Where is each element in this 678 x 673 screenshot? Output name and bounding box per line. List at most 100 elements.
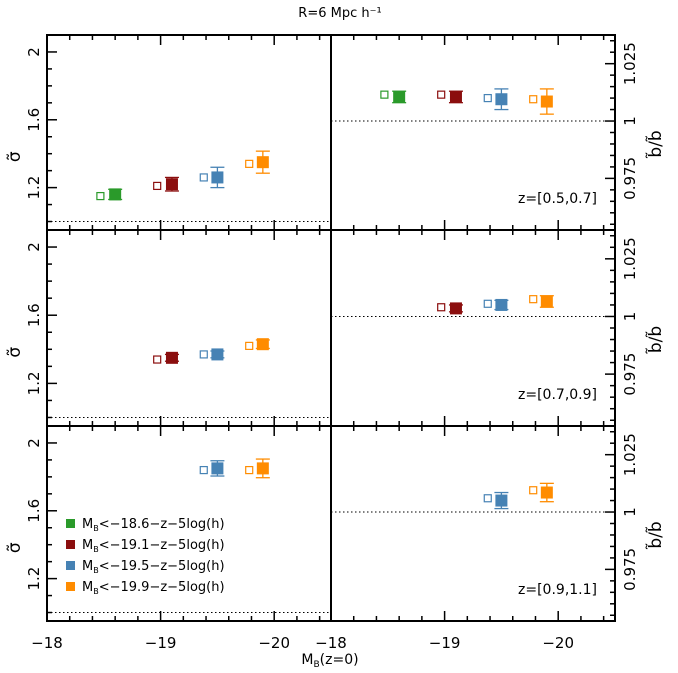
right-y-tick-label: 0.975	[621, 548, 639, 591]
left-y-tick-label: 2	[25, 438, 43, 448]
open-marker	[437, 90, 446, 99]
x-tick-label: −20	[542, 634, 574, 652]
left-point-m199	[245, 150, 270, 174]
right-y-axis-label: b̃/b̃	[645, 326, 666, 354]
open-marker	[199, 350, 208, 359]
legend-label-rest: <−19.5−z−5log(h)	[99, 559, 225, 574]
open-marker	[529, 486, 538, 495]
legend-entry-label: MB<−19.1−z−5log(h)	[82, 538, 225, 554]
filled-marker	[256, 156, 269, 169]
left-point-m186	[96, 188, 123, 201]
left-y-tick-label: 1.6	[25, 303, 43, 327]
open-marker	[245, 159, 254, 168]
filled-marker	[211, 171, 224, 184]
right-y-axis-label: b̃/b̃	[645, 130, 666, 158]
right-point-m199	[529, 88, 554, 115]
left-point-m195	[199, 460, 225, 477]
legend-label-main: M	[82, 517, 93, 532]
chart-title: R=6 Mpc h⁻¹	[298, 6, 381, 21]
filled-marker	[211, 348, 224, 361]
open-marker	[437, 303, 446, 312]
right-point-m191	[437, 90, 463, 104]
x-axis-label-rest: (z=0)	[320, 652, 359, 668]
open-marker	[199, 173, 208, 182]
legend-label-sub: B	[93, 524, 99, 533]
right-y-axis-label: b̃/b̃	[645, 521, 666, 549]
x-axis-label: MB(z=0)	[301, 652, 358, 670]
left-point-m199	[245, 458, 270, 479]
left-point-m195	[199, 166, 225, 189]
left-y-axis-label: σ̃	[5, 347, 25, 358]
legend-label-rest: <−18.6−z−5log(h)	[99, 517, 225, 532]
open-marker	[380, 90, 389, 99]
x-tick-label: −19	[145, 634, 177, 652]
plot-frames	[46, 34, 616, 622]
right-y-tick-label: 1	[621, 507, 639, 517]
open-marker	[245, 341, 254, 350]
legend-label-main: M	[82, 538, 93, 553]
right-y-tick-label: 1	[621, 312, 639, 322]
x-tick-label: −20	[258, 634, 290, 652]
legend-label-sub: B	[93, 566, 99, 575]
legend-swatch	[66, 540, 75, 549]
right-point-m195	[483, 298, 509, 311]
right-y-tick-label: 1.025	[621, 42, 639, 85]
legend-swatch	[66, 582, 75, 591]
filled-marker	[165, 178, 178, 191]
filled-marker	[165, 351, 178, 364]
filled-marker	[540, 486, 553, 499]
open-marker	[483, 299, 492, 308]
right-y-tick-label: 0.975	[621, 157, 639, 200]
filled-marker	[256, 338, 269, 351]
legend-swatch	[66, 519, 75, 528]
filled-marker	[256, 462, 269, 475]
legend-label-sub: B	[93, 587, 99, 596]
left-y-tick-label: 1.6	[25, 108, 43, 132]
open-marker	[245, 465, 254, 475]
left-y-axis-label: σ̃	[5, 542, 25, 553]
legend-entry-label: MB<−19.5−z−5log(h)	[82, 559, 225, 575]
legend-swatch	[66, 561, 75, 570]
open-marker	[529, 95, 538, 104]
left-y-axis-label: σ̃	[5, 151, 25, 162]
left-point-m191	[153, 351, 179, 364]
redshift-label: z=[0.7,0.9]	[518, 387, 597, 403]
open-marker	[483, 93, 492, 103]
left-point-m191	[153, 176, 179, 192]
legend-entry-label: MB<−19.9−z−5log(h)	[82, 580, 225, 596]
filled-marker	[495, 494, 508, 507]
right-point-m186	[380, 90, 407, 104]
open-marker	[96, 191, 105, 201]
right-point-m199	[529, 295, 554, 308]
axis-ticks: −18 −19 −20 −18 −19 −20 1.2 1.6 2 0.975 1 1.025 σ̃ b̃…	[5, 35, 666, 652]
redshift-label: z=[0.9,1.1]	[518, 582, 597, 598]
left-y-tick-label: 2	[25, 47, 43, 57]
right-y-tick-label: 1	[621, 116, 639, 126]
filled-marker	[540, 95, 553, 108]
left-point-m199	[245, 338, 270, 351]
reference-lines	[47, 120, 615, 614]
right-y-tick-label: 1.025	[621, 237, 639, 280]
x-tick-label: −18	[315, 634, 347, 652]
filled-marker	[109, 188, 122, 201]
filled-marker	[211, 462, 224, 475]
redshift-label: z=[0.5,0.7]	[518, 191, 597, 207]
legend-entry-label: MB<−18.6−z−5log(h)	[82, 517, 225, 533]
legend-label-main: M	[82, 580, 93, 595]
x-axis-label-main: M	[301, 652, 313, 668]
right-y-tick-label: 0.975	[621, 353, 639, 396]
left-y-tick-label: 1.2	[25, 176, 43, 200]
left-y-tick-label: 1.2	[25, 567, 43, 591]
legend-label-rest: <−19.9−z−5log(h)	[99, 580, 225, 595]
filled-marker	[495, 298, 508, 311]
open-marker	[199, 465, 208, 475]
legend-label-sub: B	[93, 545, 99, 554]
left-y-tick-label: 1.2	[25, 371, 43, 395]
open-marker	[153, 181, 162, 191]
x-tick-label: −19	[429, 634, 461, 652]
right-point-m199	[529, 482, 554, 503]
left-y-tick-label: 2	[25, 242, 43, 252]
redshift-labels: z=[0.5,0.7] z=[0.7,0.9] z=[0.9,1.1]	[518, 191, 597, 598]
open-marker	[529, 295, 538, 304]
filled-marker	[495, 93, 508, 106]
